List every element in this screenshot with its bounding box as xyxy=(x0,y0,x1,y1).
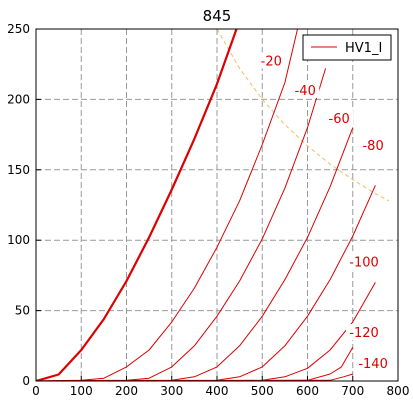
curve-label: -20 xyxy=(261,54,282,69)
series-line-6 xyxy=(36,346,354,381)
x-tick-label: 800 xyxy=(387,384,410,398)
x-tick-label: 400 xyxy=(206,384,229,398)
curve-label: -120 xyxy=(349,326,379,341)
series-line-1 xyxy=(36,29,298,381)
curve-label-bg xyxy=(355,355,392,372)
curve-label-bg xyxy=(346,253,383,270)
series-line-0 xyxy=(36,29,238,381)
y-tick-label: 250 xyxy=(7,22,30,36)
x-tick-label: 0 xyxy=(32,384,40,398)
x-tick-label: 200 xyxy=(115,384,138,398)
curve-label-bg xyxy=(325,110,354,127)
y-tick-label: 0 xyxy=(22,374,30,388)
curve-label: -40 xyxy=(295,84,316,99)
series-group xyxy=(36,29,376,381)
curve-label-bg xyxy=(359,136,388,153)
y-tick-label: 100 xyxy=(7,233,30,247)
x-tick-label: 500 xyxy=(251,384,274,398)
series-line-4 xyxy=(36,185,376,381)
x-tick-label: 600 xyxy=(296,384,319,398)
chart-title: 845 xyxy=(203,7,232,25)
curve-labels: -20 -40 -60 -80 -100 -120 -140 xyxy=(257,52,392,372)
y-tick-label: 150 xyxy=(7,163,30,177)
x-tick-label: 700 xyxy=(341,384,364,398)
legend-label: HV1_I xyxy=(345,41,382,56)
curve-label-bg xyxy=(291,81,320,98)
series-line-2 xyxy=(36,68,327,381)
x-tick-label: 100 xyxy=(70,384,93,398)
curve-label: -80 xyxy=(362,139,383,154)
series-line-3 xyxy=(36,127,354,381)
dissipation-curve xyxy=(216,29,390,202)
curve-label: -140 xyxy=(358,357,388,372)
curve-label: -100 xyxy=(349,256,379,271)
y-tick-label: 200 xyxy=(7,92,30,106)
legend: HV1_I xyxy=(302,34,392,61)
x-tick-label: 300 xyxy=(160,384,183,398)
dissipation-line xyxy=(216,29,390,202)
curve-label: -60 xyxy=(329,112,350,127)
curve-label-bg xyxy=(257,52,286,69)
y-tick-label: 50 xyxy=(15,304,30,318)
axis-ticks: 0 100 200 300 400 500 600 700 800 0 50 100 150 200 250 xyxy=(7,22,409,398)
curve-label-bg xyxy=(346,324,383,341)
